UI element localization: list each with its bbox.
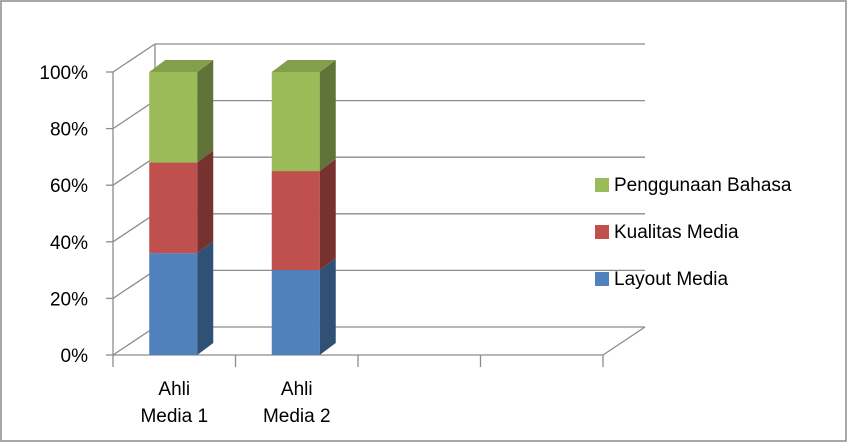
bar-top: [149, 60, 214, 72]
y-tick-label: 60%: [50, 176, 88, 197]
y-tick-label: 100%: [39, 63, 88, 84]
x-category-label: Media 2: [263, 406, 331, 427]
y-tick-labels: 0% 20% 40% 60% 80% 100%: [39, 63, 88, 367]
bar-side: [319, 60, 336, 172]
bar-side: [319, 159, 336, 271]
x-category-label: Ahli: [158, 379, 190, 400]
bar-side: [197, 241, 214, 355]
bar-side: [197, 60, 214, 163]
bar-front: [149, 162, 198, 254]
bar-front: [271, 72, 320, 172]
bar-front: [271, 171, 320, 271]
bars: [149, 60, 336, 355]
legend: Penggunaan Bahasa Kualitas Media Layout Me…: [595, 175, 792, 290]
x-category-labels: Ahli Media 1 Ahli Media 2: [140, 379, 330, 427]
bar-top: [271, 60, 336, 72]
x-category-label: Media 1: [140, 406, 208, 427]
legend-swatch: [595, 225, 609, 239]
y-tick-label: 20%: [50, 289, 88, 310]
y-tick-label: 80%: [50, 120, 88, 141]
gridline-diagonal: [112, 326, 156, 356]
floor-right-edge: [602, 326, 646, 356]
bar-front: [149, 253, 198, 355]
legend-swatch: [595, 178, 609, 192]
legend-label: Layout Media: [614, 269, 729, 290]
gridlines: [112, 43, 645, 356]
y-tick-label: 0%: [61, 346, 89, 367]
bar-side: [319, 258, 336, 355]
gridline-diagonal: [112, 269, 156, 299]
bar-front: [149, 72, 198, 163]
x-category-label: Ahli: [281, 379, 313, 400]
bar-front: [271, 270, 320, 355]
bar-side: [197, 150, 214, 254]
legend-swatch: [595, 272, 609, 286]
gridline-diagonal: [112, 43, 156, 73]
gridline-diagonal: [112, 156, 156, 186]
gridline-diagonal: [112, 100, 156, 130]
y-tick-label: 40%: [50, 233, 88, 254]
legend-label: Penggunaan Bahasa: [614, 175, 792, 196]
gridline-diagonal: [112, 213, 156, 243]
legend-label: Kualitas Media: [614, 222, 739, 243]
